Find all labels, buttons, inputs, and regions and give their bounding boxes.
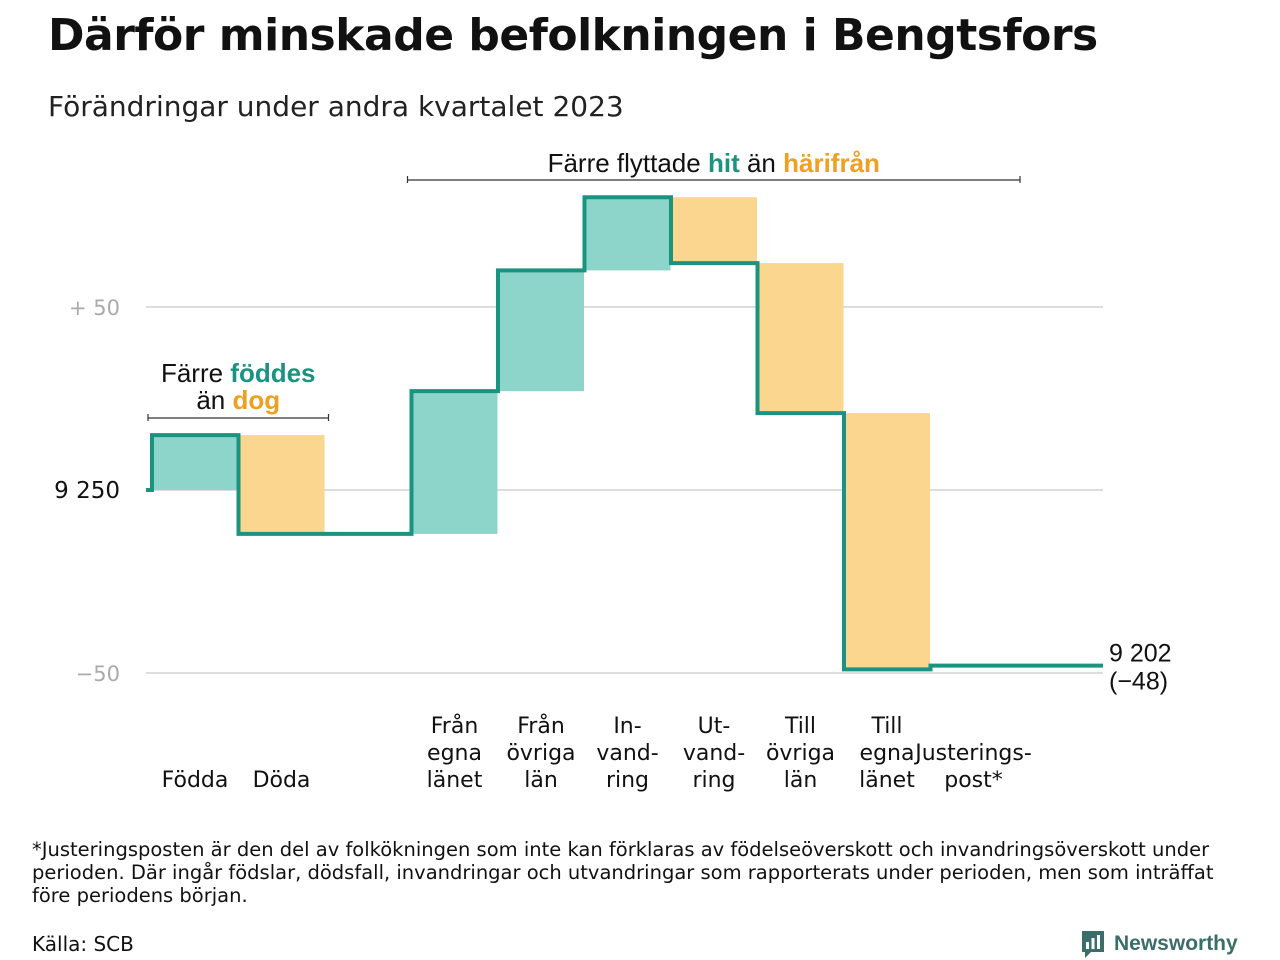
category-label: vand- [683, 741, 745, 766]
end-value-label: 9 202 [1109, 640, 1172, 668]
category-label: övriga [766, 741, 835, 766]
category-label: vand- [596, 741, 658, 766]
y-tick-label: −50 [76, 662, 120, 686]
end-change-label: (−48) [1109, 668, 1168, 696]
category-label: Födda [162, 768, 229, 793]
waterfall-bar [498, 270, 584, 392]
category-label: länet [427, 768, 483, 793]
category-label: ring [606, 768, 649, 793]
source-note: Källa: SCB [32, 932, 134, 956]
waterfall-bar [584, 197, 671, 271]
annotation-text: än dog [196, 385, 280, 415]
annotation-text-part: föddes [230, 358, 315, 388]
brand-name: Newsworthy [1114, 932, 1238, 955]
category-label: egna [427, 741, 482, 766]
waterfall-bar [152, 435, 238, 490]
chart-title: Därför minskade befolkningen i Bengtsfor… [48, 10, 1098, 61]
category-label: ring [692, 768, 735, 793]
waterfall-bar [757, 263, 844, 414]
category-label: Till [870, 714, 902, 739]
annotation-text-part: härifrån [783, 148, 880, 178]
newsworthy-logo-icon [1082, 931, 1104, 958]
running-total-line [146, 195, 1103, 672]
footnote: *Justeringsposten är den del av folkökni… [32, 838, 1214, 907]
category-label: Till [784, 714, 816, 739]
waterfall-bar [238, 435, 325, 534]
annotation-text: Färre föddes [161, 358, 316, 388]
brand[interactable]: Newsworthy [1080, 928, 1238, 960]
annotation-text-part: hit [708, 148, 740, 178]
waterfall-bar [844, 413, 930, 670]
annotation-text-part: än [740, 148, 783, 178]
waterfall-bar [411, 391, 498, 534]
category-label: In- [613, 714, 641, 739]
y-tick-label: + 50 [69, 296, 120, 320]
category-label: egna [860, 741, 915, 766]
category-label: övriga [506, 741, 575, 766]
category-label: Ut- [698, 714, 731, 739]
annotation-text: Färre flyttade hit än härifrån [548, 148, 880, 178]
annotation-text-part: Färre [161, 358, 230, 388]
category-label: län [784, 768, 818, 793]
waterfall-bar [671, 197, 757, 264]
category-label: län [524, 768, 558, 793]
annotation-text-part: Färre flyttade [548, 148, 708, 178]
y-tick-label: 9 250 [54, 478, 120, 504]
category-label: Från [517, 713, 565, 739]
category-label: Justerings- [913, 741, 1032, 766]
annotation-text-part: än [196, 385, 232, 415]
category-label: länet [859, 768, 915, 793]
annotation-text-part: dog [233, 385, 281, 415]
category-label: Från [431, 713, 479, 739]
category-label: post* [944, 768, 1003, 793]
chart-subtitle: Förändringar under andra kvartalet 2023 [48, 90, 624, 123]
category-label: Döda [253, 768, 311, 793]
